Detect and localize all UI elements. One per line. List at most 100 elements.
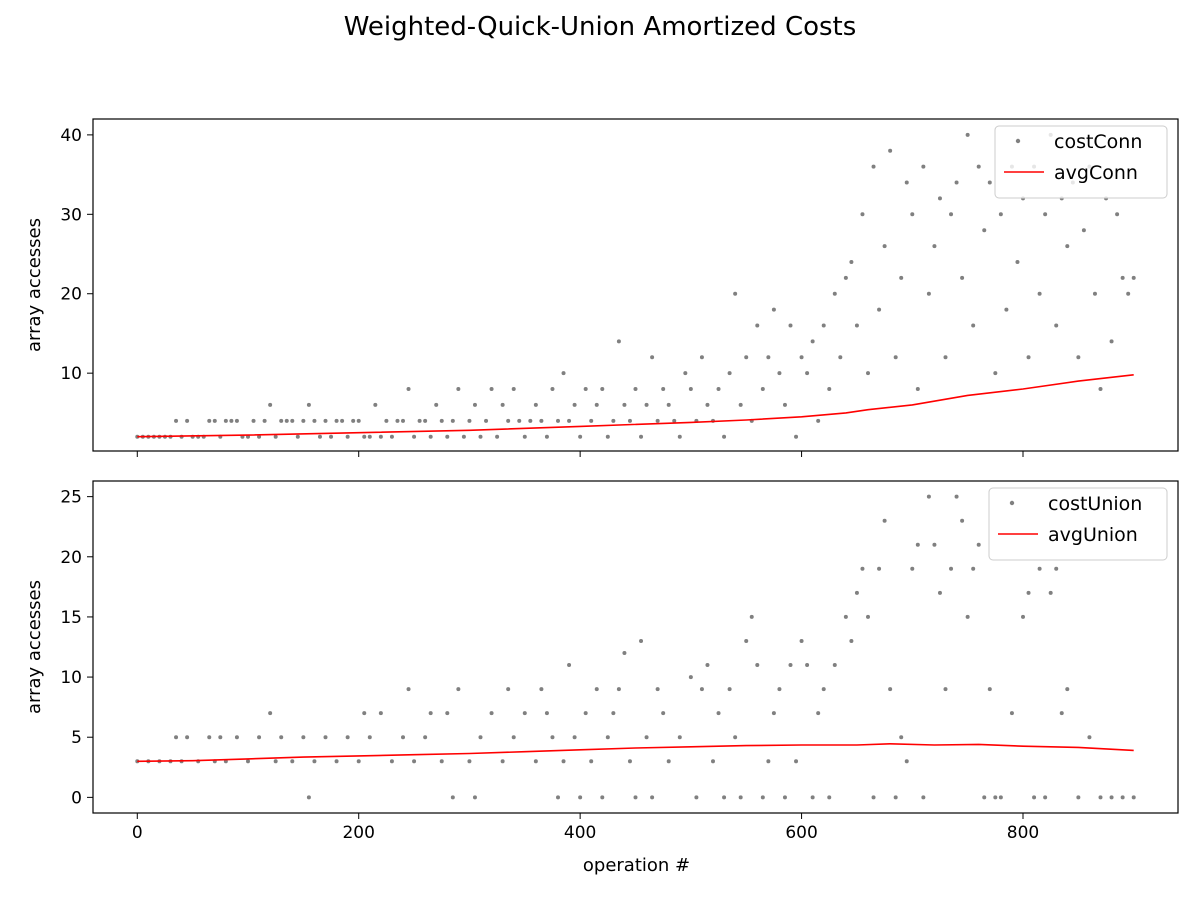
data-point [340,418,345,423]
data-point [827,795,832,800]
axes-frame [92,480,1179,814]
data-point [716,387,721,392]
data-point [578,795,583,800]
data-point [605,434,610,439]
data-point [506,687,511,692]
data-point [932,244,937,249]
data-point [1065,244,1070,249]
data-point [223,418,228,423]
data-point [1131,795,1136,800]
data-point [174,418,179,423]
y-axis-label: array accesses [24,580,45,714]
data-point [306,402,311,407]
data-point [1026,590,1031,595]
data-point [788,323,793,328]
data-point [212,418,217,423]
data-point [838,355,843,360]
data-point [954,180,959,185]
legend-marker [1015,138,1021,144]
data-point [406,687,411,692]
data-point [799,638,804,643]
data-point [1109,339,1114,344]
data-point [1004,307,1009,312]
data-point [699,355,704,360]
x-tick-label: 800 [1007,823,1039,843]
data-point [478,735,483,740]
data-point [921,795,926,800]
data-point [246,759,250,764]
data-point [960,518,965,523]
x-tick-label: 600 [785,823,817,843]
data-point [367,735,372,740]
data-point [279,418,284,423]
data-point [489,711,494,716]
data-point [932,542,937,547]
data-point [257,434,262,439]
data-point [971,323,976,328]
y-tick-label: 10 [60,668,82,688]
data-point [1037,291,1042,296]
data-point [805,371,810,376]
data-point [943,355,948,360]
data-point [1126,291,1131,296]
data-point [949,566,954,571]
data-point [401,418,405,423]
data-point [423,418,428,423]
data-point [843,275,848,280]
data-point [185,418,190,423]
data-point [185,735,190,740]
data-point [412,434,417,439]
subplot-1: 10 20 30 40 array accesses costConn avgConn [24,118,1179,457]
data-point [926,291,931,296]
data-point [218,735,223,740]
y-tick-label: 40 [60,126,82,146]
y-tick-label: 20 [60,548,82,568]
data-point [866,371,870,376]
data-point [478,434,483,439]
data-point [533,402,538,407]
data-point [544,711,549,716]
series-avgUnion [137,742,1134,763]
data-point [401,735,405,740]
data-point [467,418,472,423]
data-point [998,795,1003,800]
series-line [137,374,1134,438]
data-point [993,371,998,376]
data-point [987,180,992,185]
data-point [1120,795,1125,800]
data-point [207,735,212,740]
data-point [733,291,738,296]
data-point [816,418,821,423]
data-point [849,638,854,643]
data-point [268,402,273,407]
y-tick-label: 0 [71,788,82,808]
data-point [583,711,588,716]
data-point [1098,795,1103,800]
data-point [1015,259,1020,264]
data-point [589,418,594,423]
data-point [406,387,411,392]
legend: costConn avgConn [994,125,1168,199]
data-point [965,614,970,619]
data-point [799,355,804,360]
data-point [727,687,732,692]
data-point [356,759,361,764]
data-point [135,759,140,764]
data-point [993,795,998,800]
data-point [1032,795,1037,800]
data-point [937,196,942,201]
data-point [915,542,920,547]
data-point [583,387,588,392]
data-point [378,434,383,439]
data-point [378,711,383,716]
data-point [373,402,378,407]
data-point [445,434,450,439]
data-point [334,418,339,423]
data-point [312,759,317,764]
data-point [633,795,638,800]
data-point [550,387,555,392]
data-point [345,434,350,439]
data-point [594,402,599,407]
data-point [395,418,400,423]
series-costUnion [135,494,1136,800]
